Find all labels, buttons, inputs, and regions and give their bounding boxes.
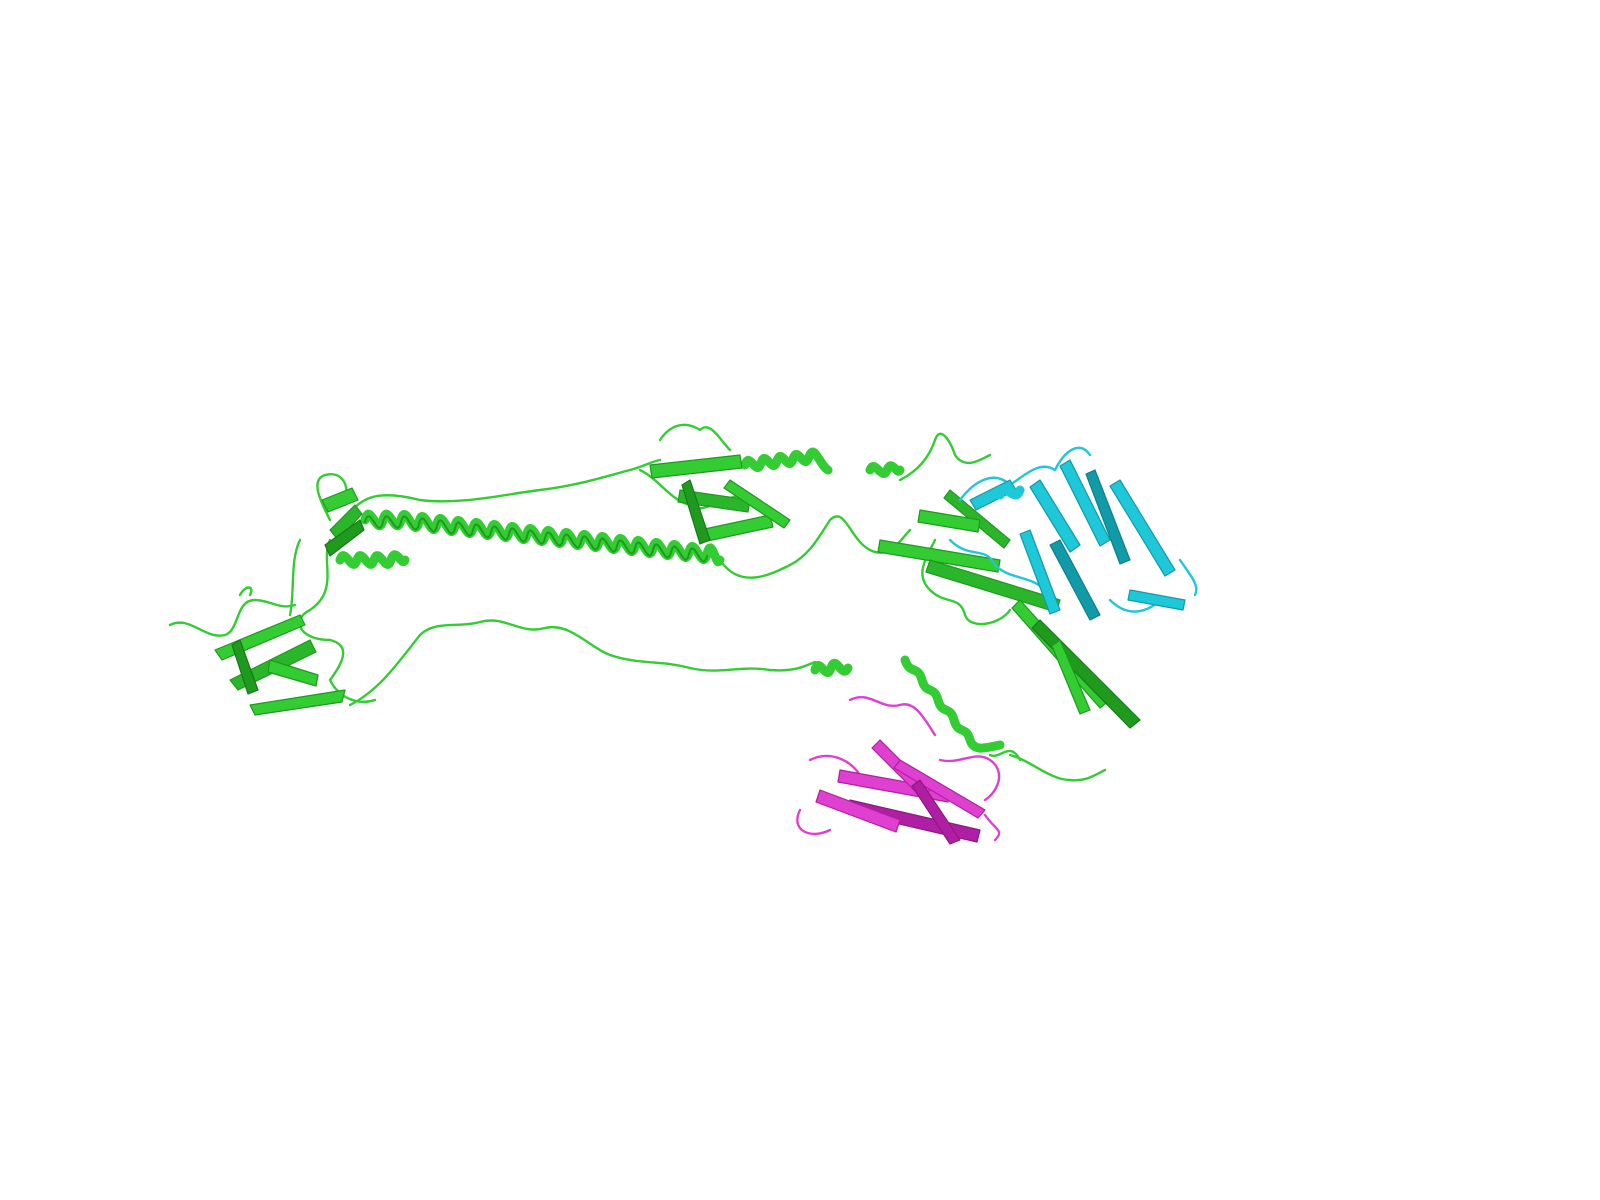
green-long-helix [360,509,725,567]
green-mid-helix [740,447,833,475]
green-chain [168,423,1141,782]
green-lower-loop [348,619,817,707]
green-upper-loop [343,458,662,522]
magenta-chain [796,695,1001,845]
green-right-top-loop [898,432,1012,626]
green-left-domain [168,586,346,716]
green-short-helix-left [335,550,410,569]
green-middle-domain [638,423,791,545]
green-small-helix [865,461,905,478]
green-right-domain [877,489,1141,729]
green-lower-helix-2 [900,655,1005,753]
green-lower-helix-1 [810,658,853,678]
green-right-tail [988,749,1107,782]
green-long-helix-edge [364,515,708,563]
green-upper-left-sheet [321,487,365,557]
cyan-chain [948,446,1198,621]
